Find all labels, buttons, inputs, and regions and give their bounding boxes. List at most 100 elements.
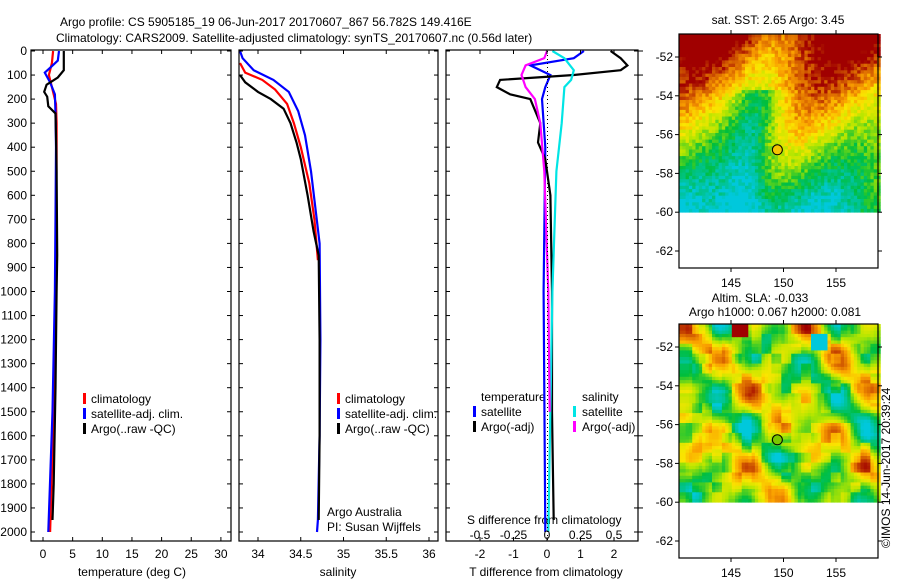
map-cell — [709, 370, 713, 374]
map-cell — [775, 189, 779, 193]
map-cell — [791, 136, 795, 140]
map-cell — [851, 344, 855, 348]
map-cell — [808, 331, 812, 335]
map-cell — [798, 334, 802, 338]
map-cell — [870, 70, 874, 74]
map-cell — [857, 163, 861, 167]
map-cell — [864, 209, 868, 213]
map-cell — [696, 70, 700, 74]
map-cell — [752, 156, 756, 160]
map-cell — [781, 354, 785, 358]
map-cell — [841, 370, 845, 374]
map-cell — [808, 60, 812, 64]
map-cell — [755, 37, 759, 41]
map-cell — [824, 133, 828, 137]
map-cell — [752, 163, 756, 167]
series-argo-raw-qc- — [240, 75, 320, 520]
map-cell — [758, 113, 762, 117]
map-cell — [745, 87, 749, 91]
map-cell — [742, 377, 746, 381]
map-cell — [828, 360, 832, 364]
map-cell — [682, 44, 686, 48]
map-cell — [682, 140, 686, 144]
map-cell — [748, 344, 752, 348]
map-cell — [702, 130, 706, 134]
map-cell — [785, 146, 789, 150]
map-cell — [841, 166, 845, 170]
map-cell — [722, 199, 726, 203]
map-cell — [847, 146, 851, 150]
x-tick-label: -2 — [475, 547, 486, 561]
map-cell — [811, 113, 815, 117]
map-cell — [837, 341, 841, 345]
map-cell — [712, 390, 716, 394]
map-cell — [689, 176, 693, 180]
map-cell — [795, 153, 799, 157]
zero-line-dot — [547, 127, 548, 128]
map-cell — [837, 202, 841, 206]
map-cell — [755, 367, 759, 371]
map-cell — [814, 70, 818, 74]
map-cell — [801, 176, 805, 180]
map-cell — [712, 150, 716, 154]
map-cell — [844, 51, 848, 55]
map-cell — [742, 202, 746, 206]
map-cell — [752, 67, 756, 71]
map-cell — [785, 57, 789, 61]
map-cell — [699, 350, 703, 354]
map-cell — [795, 173, 799, 177]
map-cell — [696, 143, 700, 147]
map-cell — [781, 380, 785, 384]
map-cell — [828, 153, 832, 157]
map-cell — [715, 117, 719, 121]
map-cell — [785, 327, 789, 331]
map-cell — [715, 367, 719, 371]
map-cell — [705, 80, 709, 84]
map-cell — [814, 383, 818, 387]
map-cell — [762, 383, 766, 387]
map-cell — [778, 107, 782, 111]
map-cell — [748, 367, 752, 371]
map-cell — [874, 163, 878, 167]
map-cell — [861, 370, 865, 374]
zero-line-dot — [547, 275, 548, 276]
map-cell — [696, 37, 700, 41]
map-cell — [699, 130, 703, 134]
map-cell — [814, 103, 818, 107]
map-cell — [758, 140, 762, 144]
map-cell — [844, 360, 848, 364]
map-cell — [689, 57, 693, 61]
zero-line-dot — [547, 283, 548, 284]
map-cell — [861, 183, 865, 187]
map-cell — [748, 150, 752, 154]
map-cell — [762, 209, 766, 213]
map-cell — [834, 334, 838, 338]
map-cell — [719, 374, 723, 378]
map-cell — [837, 93, 841, 97]
map-cell — [854, 192, 858, 196]
map-cell — [725, 47, 729, 51]
map-cell — [834, 186, 838, 190]
map-cell — [712, 377, 716, 381]
map-cell — [771, 390, 775, 394]
map-cell — [864, 357, 868, 361]
map-cell — [854, 183, 858, 187]
map-cell — [795, 209, 799, 213]
y-tick-label: 900 — [7, 260, 27, 274]
map-cell — [702, 107, 706, 111]
map-cell — [867, 84, 871, 88]
map-cell — [735, 202, 739, 206]
map-cell — [745, 374, 749, 378]
map-cell — [847, 202, 851, 206]
map-cell — [864, 179, 868, 183]
map-cell — [735, 51, 739, 55]
map-cell — [689, 113, 693, 117]
map-cell — [729, 80, 733, 84]
map-cell — [715, 199, 719, 203]
map-cell — [745, 163, 749, 167]
map-cell — [699, 390, 703, 394]
map-cell — [795, 77, 799, 81]
map-cell — [758, 189, 762, 193]
map-cell — [851, 183, 855, 187]
map-cell — [745, 360, 749, 364]
